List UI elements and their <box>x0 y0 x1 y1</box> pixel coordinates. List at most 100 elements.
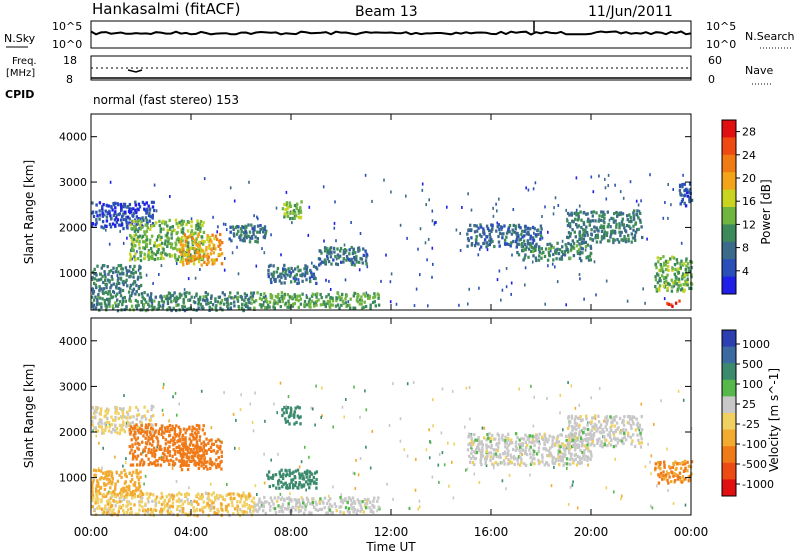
range-cell <box>130 448 133 452</box>
range-cell <box>95 210 98 214</box>
speckle-mark <box>190 217 193 221</box>
range-cell <box>252 230 255 234</box>
range-cell <box>201 428 205 432</box>
range-cell <box>271 476 274 480</box>
colorbar-frame <box>721 119 737 295</box>
range-cell <box>141 200 145 204</box>
speckle-mark <box>414 488 417 492</box>
range-cell <box>116 298 119 302</box>
range-cell <box>119 218 123 222</box>
range-cell <box>207 495 210 499</box>
range-cell <box>679 466 683 470</box>
range-cell <box>138 239 141 243</box>
range-cell <box>170 300 173 304</box>
speckle-mark <box>136 250 138 254</box>
range-cell <box>129 234 132 238</box>
range-cell <box>180 254 184 258</box>
range-cell <box>104 428 107 432</box>
range-cell <box>257 507 261 511</box>
speckle-mark <box>521 453 523 456</box>
range-cell <box>259 228 262 232</box>
range-cell <box>184 438 187 442</box>
range-cell <box>134 200 137 204</box>
range-cell <box>103 273 107 277</box>
range-cell <box>125 504 128 508</box>
range-cell <box>185 253 188 257</box>
range-cell <box>112 499 115 503</box>
range-cell <box>372 510 375 514</box>
range-cell <box>149 247 153 251</box>
range-cell <box>106 474 109 478</box>
range-cell <box>151 222 155 226</box>
speckle-mark <box>175 262 178 265</box>
range-cell <box>593 443 596 447</box>
range-cell <box>155 435 158 439</box>
range-cell <box>367 497 370 502</box>
speckle-mark <box>547 230 549 234</box>
range-cell <box>523 243 527 247</box>
range-cell <box>288 498 291 502</box>
range-cell <box>241 297 244 301</box>
range-cell <box>220 450 223 454</box>
range-cell <box>155 495 159 499</box>
speckle-mark <box>649 460 651 464</box>
range-cell <box>360 306 364 310</box>
range-cell <box>495 229 498 233</box>
speckle-mark <box>156 445 158 449</box>
range-cell <box>352 306 355 310</box>
range-cell <box>131 291 134 295</box>
range-cell <box>162 507 166 511</box>
range-cell <box>110 274 113 279</box>
range-cell <box>185 463 188 467</box>
range-cell <box>220 506 223 510</box>
range-cell <box>206 237 209 242</box>
range-cell <box>216 300 220 304</box>
range-cell <box>293 413 296 417</box>
range-cell <box>682 272 685 276</box>
range-cell <box>172 246 175 251</box>
range-cell <box>589 246 593 250</box>
range-cell <box>472 442 475 446</box>
range-cell <box>166 425 169 429</box>
range-cell <box>133 264 136 268</box>
range-cell <box>242 512 245 516</box>
range-cell <box>103 270 106 274</box>
speckle-mark <box>232 412 235 416</box>
range-cell <box>216 507 219 512</box>
range-cell <box>200 256 203 260</box>
range-cell <box>600 229 604 234</box>
range-cell <box>137 478 140 482</box>
range-cell <box>674 301 678 305</box>
range-cell <box>582 231 585 235</box>
range-cell <box>473 457 476 461</box>
range-cell <box>296 202 299 206</box>
range-cell <box>105 425 108 429</box>
ytick-label: 1000 <box>59 267 87 280</box>
range-cell <box>187 220 191 225</box>
range-cell <box>169 242 172 246</box>
range-cell <box>154 497 157 501</box>
range-cell <box>623 415 626 419</box>
range-cell <box>519 226 522 230</box>
range-cell <box>164 504 167 508</box>
range-cell <box>202 500 205 504</box>
range-cell <box>522 437 526 441</box>
range-cell <box>325 295 328 299</box>
range-cell <box>323 496 327 500</box>
speckle-mark <box>345 398 347 401</box>
range-cell <box>354 251 357 255</box>
range-cell <box>207 302 210 306</box>
range-cell <box>524 253 527 257</box>
range-cell <box>137 275 140 279</box>
range-cell <box>247 223 250 227</box>
velocity-xticks: 00:00 04:00 08:00 12:00 16:00 20:00 00:00 <box>74 114 708 539</box>
range-cell <box>353 255 356 260</box>
range-cell <box>91 423 94 427</box>
range-cell <box>237 229 240 233</box>
range-cell <box>154 504 157 508</box>
range-cell <box>128 217 131 221</box>
range-cell <box>557 252 561 256</box>
range-cell <box>554 459 557 463</box>
range-cell <box>166 298 170 303</box>
speckle-mark <box>583 297 585 301</box>
